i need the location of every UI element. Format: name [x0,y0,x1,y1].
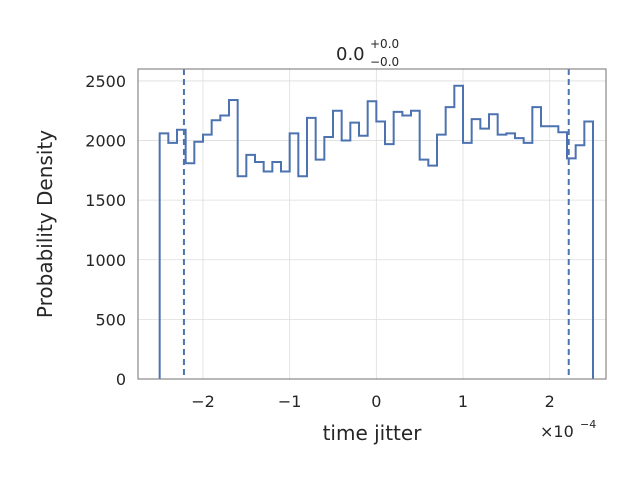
x-tick-label: 0 [371,392,381,411]
y-tick-label: 0 [116,370,126,389]
x-tick-label: −2 [191,392,215,411]
x-offset-label: ×10 −4 [540,418,596,441]
x-offset-base: ×10 [540,422,574,441]
y-tick-labels: 0 500 1000 1500 2000 2500 [85,72,126,389]
x-offset-exponent: −4 [580,418,596,431]
y-tick-label: 500 [95,310,126,329]
y-axis-label: Probability Density [33,130,57,318]
chart-title: 0.0 +0.0 −0.0 [336,37,399,69]
y-tick-label: 1000 [85,251,126,270]
x-tick-label: 2 [545,392,555,411]
grid [138,69,606,380]
y-tick-label: 1500 [85,191,126,210]
x-axis-label: time jitter [323,421,423,445]
y-tick-label: 2000 [85,132,126,151]
plot-frame [137,68,607,380]
x-tick-label: −1 [278,392,302,411]
histogram-marks [158,69,594,379]
y-tick-label: 2500 [85,72,126,91]
title-lower-error: −0.0 [370,55,399,69]
x-tick-labels: −2 −1 0 1 2 [191,392,555,411]
x-tick-label: 1 [458,392,468,411]
title-upper-error: +0.0 [370,37,399,51]
histogram-step [158,84,594,379]
title-value: 0.0 [336,44,365,65]
